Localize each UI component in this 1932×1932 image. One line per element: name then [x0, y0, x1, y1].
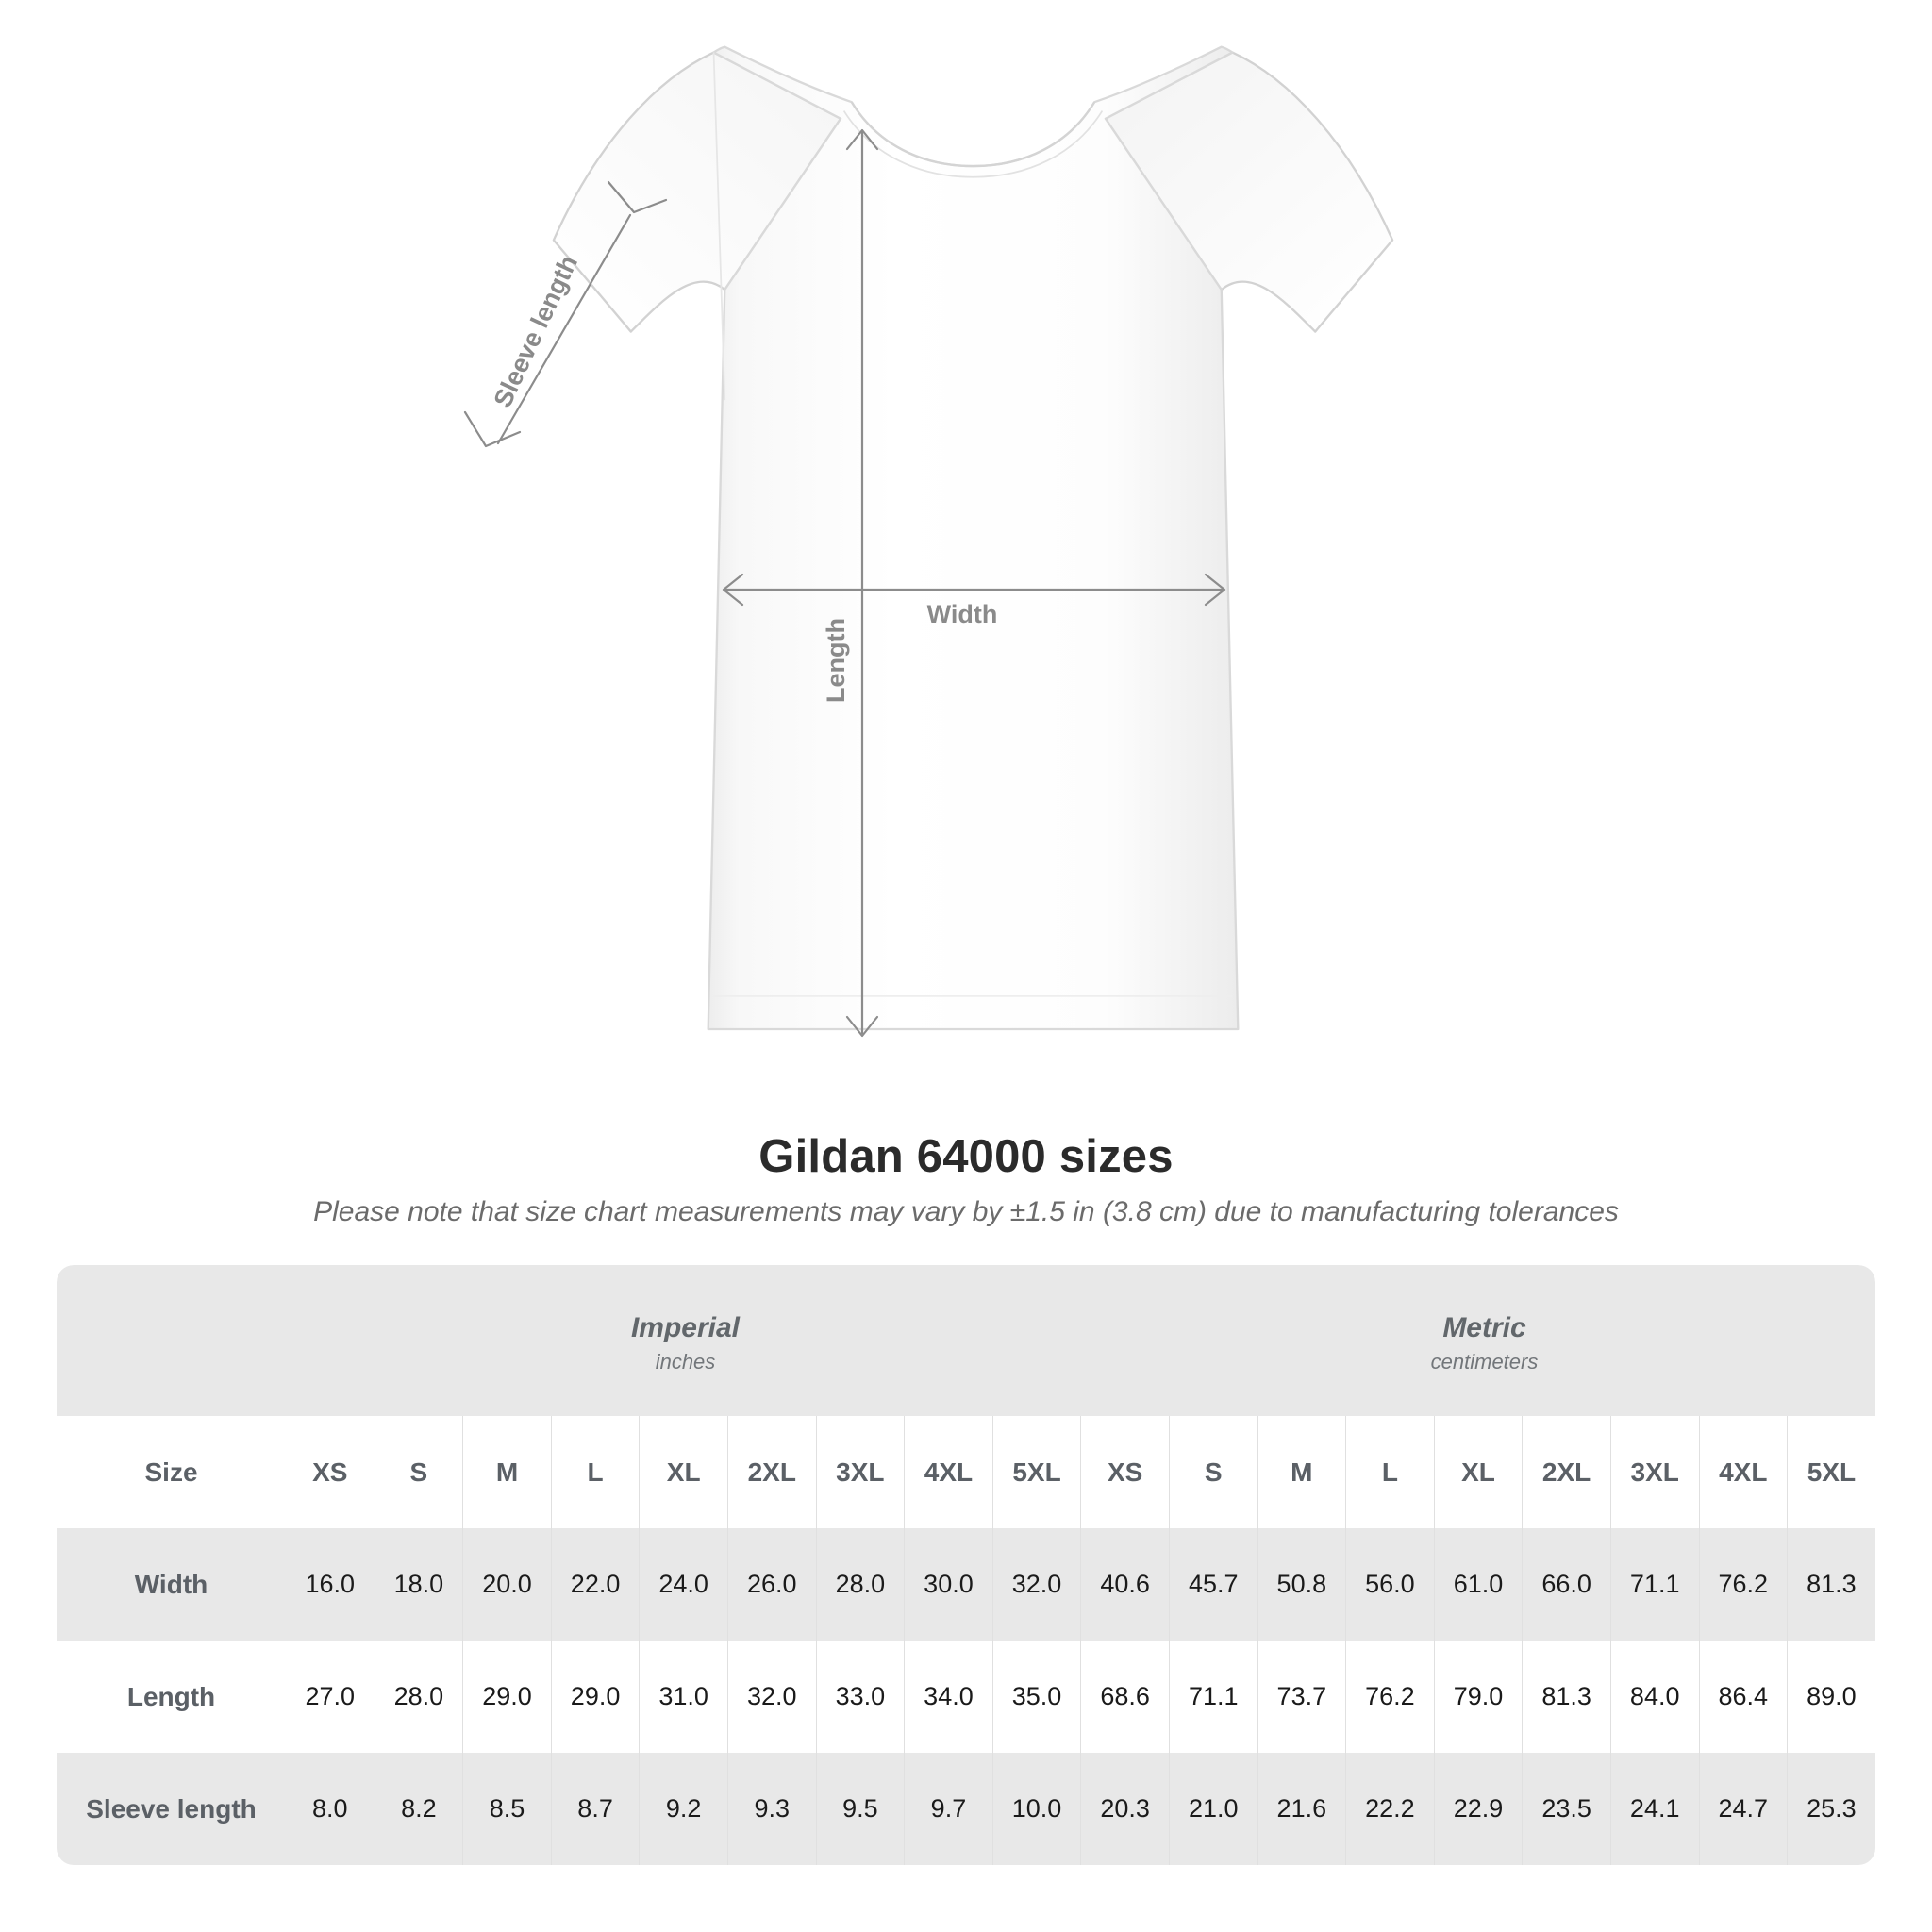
svg-text:Width: Width [927, 600, 998, 628]
svg-text:Sleeve length: Sleeve length [488, 251, 583, 411]
svg-text:Length: Length [822, 618, 850, 703]
